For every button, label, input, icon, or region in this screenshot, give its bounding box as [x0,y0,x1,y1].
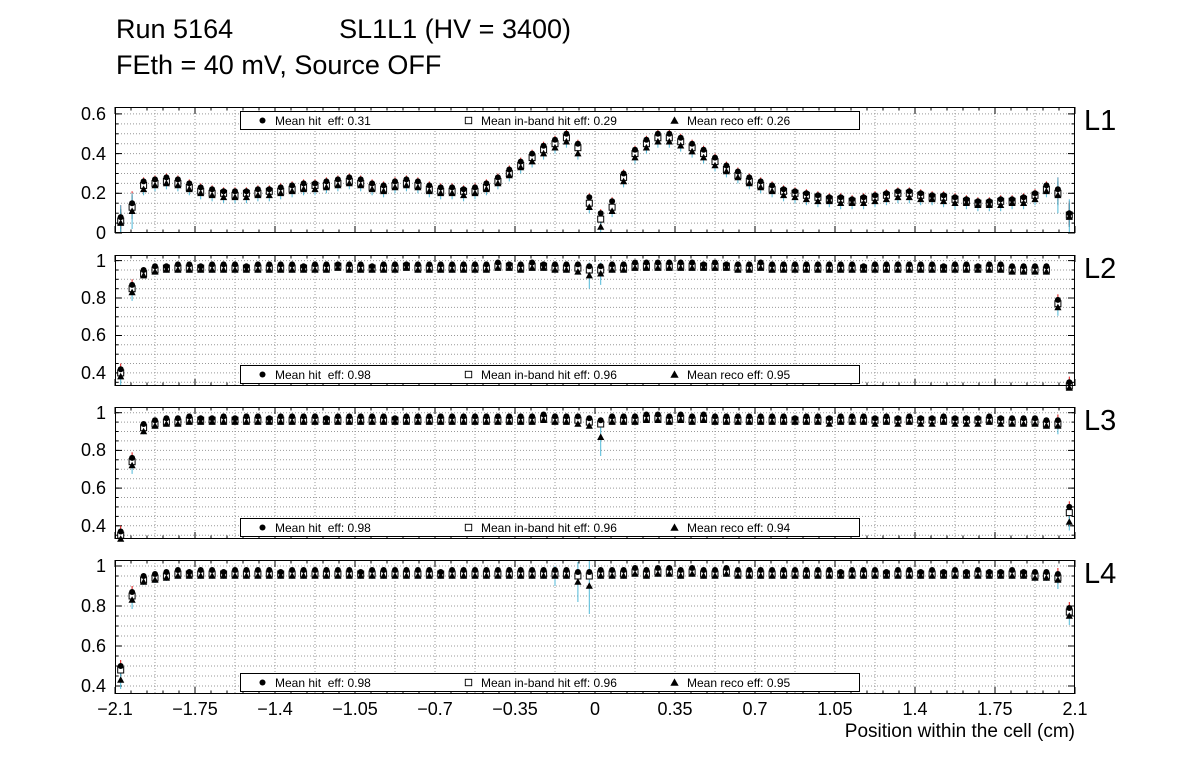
open-square-marker-icon [464,370,473,379]
legend-entry-hit: Mean hit eff: 0.98 [241,368,447,382]
open-square-marker-icon [464,678,473,687]
legend-entry-inband: Mean in-band hit eff: 0.96 [447,676,653,690]
y-tick-label: 0.8 [80,288,106,309]
legend-label: Mean reco eff: 0.94 [687,520,791,535]
filled-triangle-marker-icon [670,116,679,124]
filled-triangle-marker-icon [670,678,679,686]
x-tick-label: 1.4 [902,699,928,719]
x-tick-label: −1.4 [257,699,293,719]
filled-circle-marker-icon [259,679,266,686]
legend-entry-reco: Mean reco eff: 0.26 [653,114,859,128]
x-tick-label: 1.75 [977,699,1013,719]
legend-label: Mean hit eff: 0.98 [275,367,371,382]
y-tick-label: 0.4 [80,676,106,696]
y-tick-label: 0.6 [80,478,106,499]
x-tick-label: 1.05 [817,699,853,719]
legend-entry-hit: Mean hit eff: 0.98 [241,676,447,690]
filled-circle-marker-icon [259,524,266,531]
x-tick-label: −0.7 [417,699,453,719]
legend-label: Mean hit eff: 0.31 [275,113,371,128]
panel-L3 [114,407,1076,542]
y-tick-label: 0.4 [80,362,106,383]
filled-circle-marker-icon [259,117,266,124]
panel-label-L3: L3 [1084,405,1117,437]
open-square-marker-icon [464,523,473,532]
y-tick-label: 1 [95,250,106,271]
x-tick-label: −1.05 [332,699,378,719]
plot-title: Run 5164 SL1L1 (HV = 3400) [116,14,571,45]
legend-entry-inband: Mean in-band hit eff: 0.96 [447,521,653,535]
filled-triangle-marker-icon [670,523,679,531]
legend-L1: Mean hit eff: 0.31 Mean in-band hit eff:… [240,111,860,130]
run-title: Run 5164 [116,14,234,44]
x-tick-label: 0.35 [657,699,693,719]
x-tick-label: 2.1 [1062,699,1088,719]
legend-label: Mean in-band hit eff: 0.96 [481,367,617,382]
legend-entry-reco: Mean reco eff: 0.95 [653,368,859,382]
legend-entry-inband: Mean in-band hit eff: 0.29 [447,114,653,128]
y-tick-label: 0.2 [80,183,106,204]
x-tick-label: −0.35 [492,699,538,719]
open-square-marker-icon [464,116,473,125]
x-tick-label: −2.1 [97,699,133,719]
plot-svg-L3 [114,407,1076,542]
y-tick-label: 0.8 [80,440,106,461]
legend-label: Mean hit eff: 0.98 [275,675,371,690]
y-tick-label: 1 [95,402,106,423]
y-tick-label: 0.8 [80,596,106,616]
x-axis-title: Position within the cell (cm) [844,721,1075,742]
y-tick-label: 0.4 [80,143,106,164]
x-tick-label: 0 [589,699,600,719]
y-tick-label: 0 [95,223,106,243]
legend-label: Mean reco eff: 0.26 [687,113,791,128]
y-tick-label: 0.6 [80,103,106,124]
legend-L2: Mean hit eff: 0.98 Mean in-band hit eff:… [240,365,860,384]
panel-label-L4: L4 [1084,558,1117,590]
panel-label-L2: L2 [1084,253,1117,285]
y-tick-label: 0.6 [80,636,106,656]
filled-circle-marker-icon [259,371,266,378]
filled-triangle-marker-icon [670,370,679,378]
legend-entry-inband: Mean in-band hit eff: 0.96 [447,368,653,382]
legend-label: Mean hit eff: 0.98 [275,520,371,535]
legend-label: Mean in-band hit eff: 0.29 [481,113,617,128]
legend-L4: Mean hit eff: 0.98 Mean in-band hit eff:… [240,673,860,692]
legend-L3: Mean hit eff: 0.98 Mean in-band hit eff:… [240,518,860,537]
x-tick-label: −1.75 [172,699,218,719]
x-tick-label: 0.7 [742,699,768,719]
y-tick-label: 0.6 [80,325,106,346]
legend-entry-hit: Mean hit eff: 0.98 [241,521,447,535]
legend-label: Mean in-band hit eff: 0.96 [481,520,617,535]
chamber-title: SL1L1 (HV = 3400) [339,14,572,44]
legend-entry-reco: Mean reco eff: 0.94 [653,521,859,535]
legend-entry-reco: Mean reco eff: 0.95 [653,676,859,690]
legend-entry-hit: Mean hit eff: 0.31 [241,114,447,128]
y-tick-label: 0.4 [80,515,106,536]
legend-label: Mean reco eff: 0.95 [687,675,791,690]
plot-subtitle: FEth = 40 mV, Source OFF [116,50,442,80]
legend-label: Mean in-band hit eff: 0.96 [481,675,617,690]
panel-label-L1: L1 [1084,105,1117,137]
legend-label: Mean reco eff: 0.95 [687,367,791,382]
y-tick-label: 1 [95,556,106,576]
